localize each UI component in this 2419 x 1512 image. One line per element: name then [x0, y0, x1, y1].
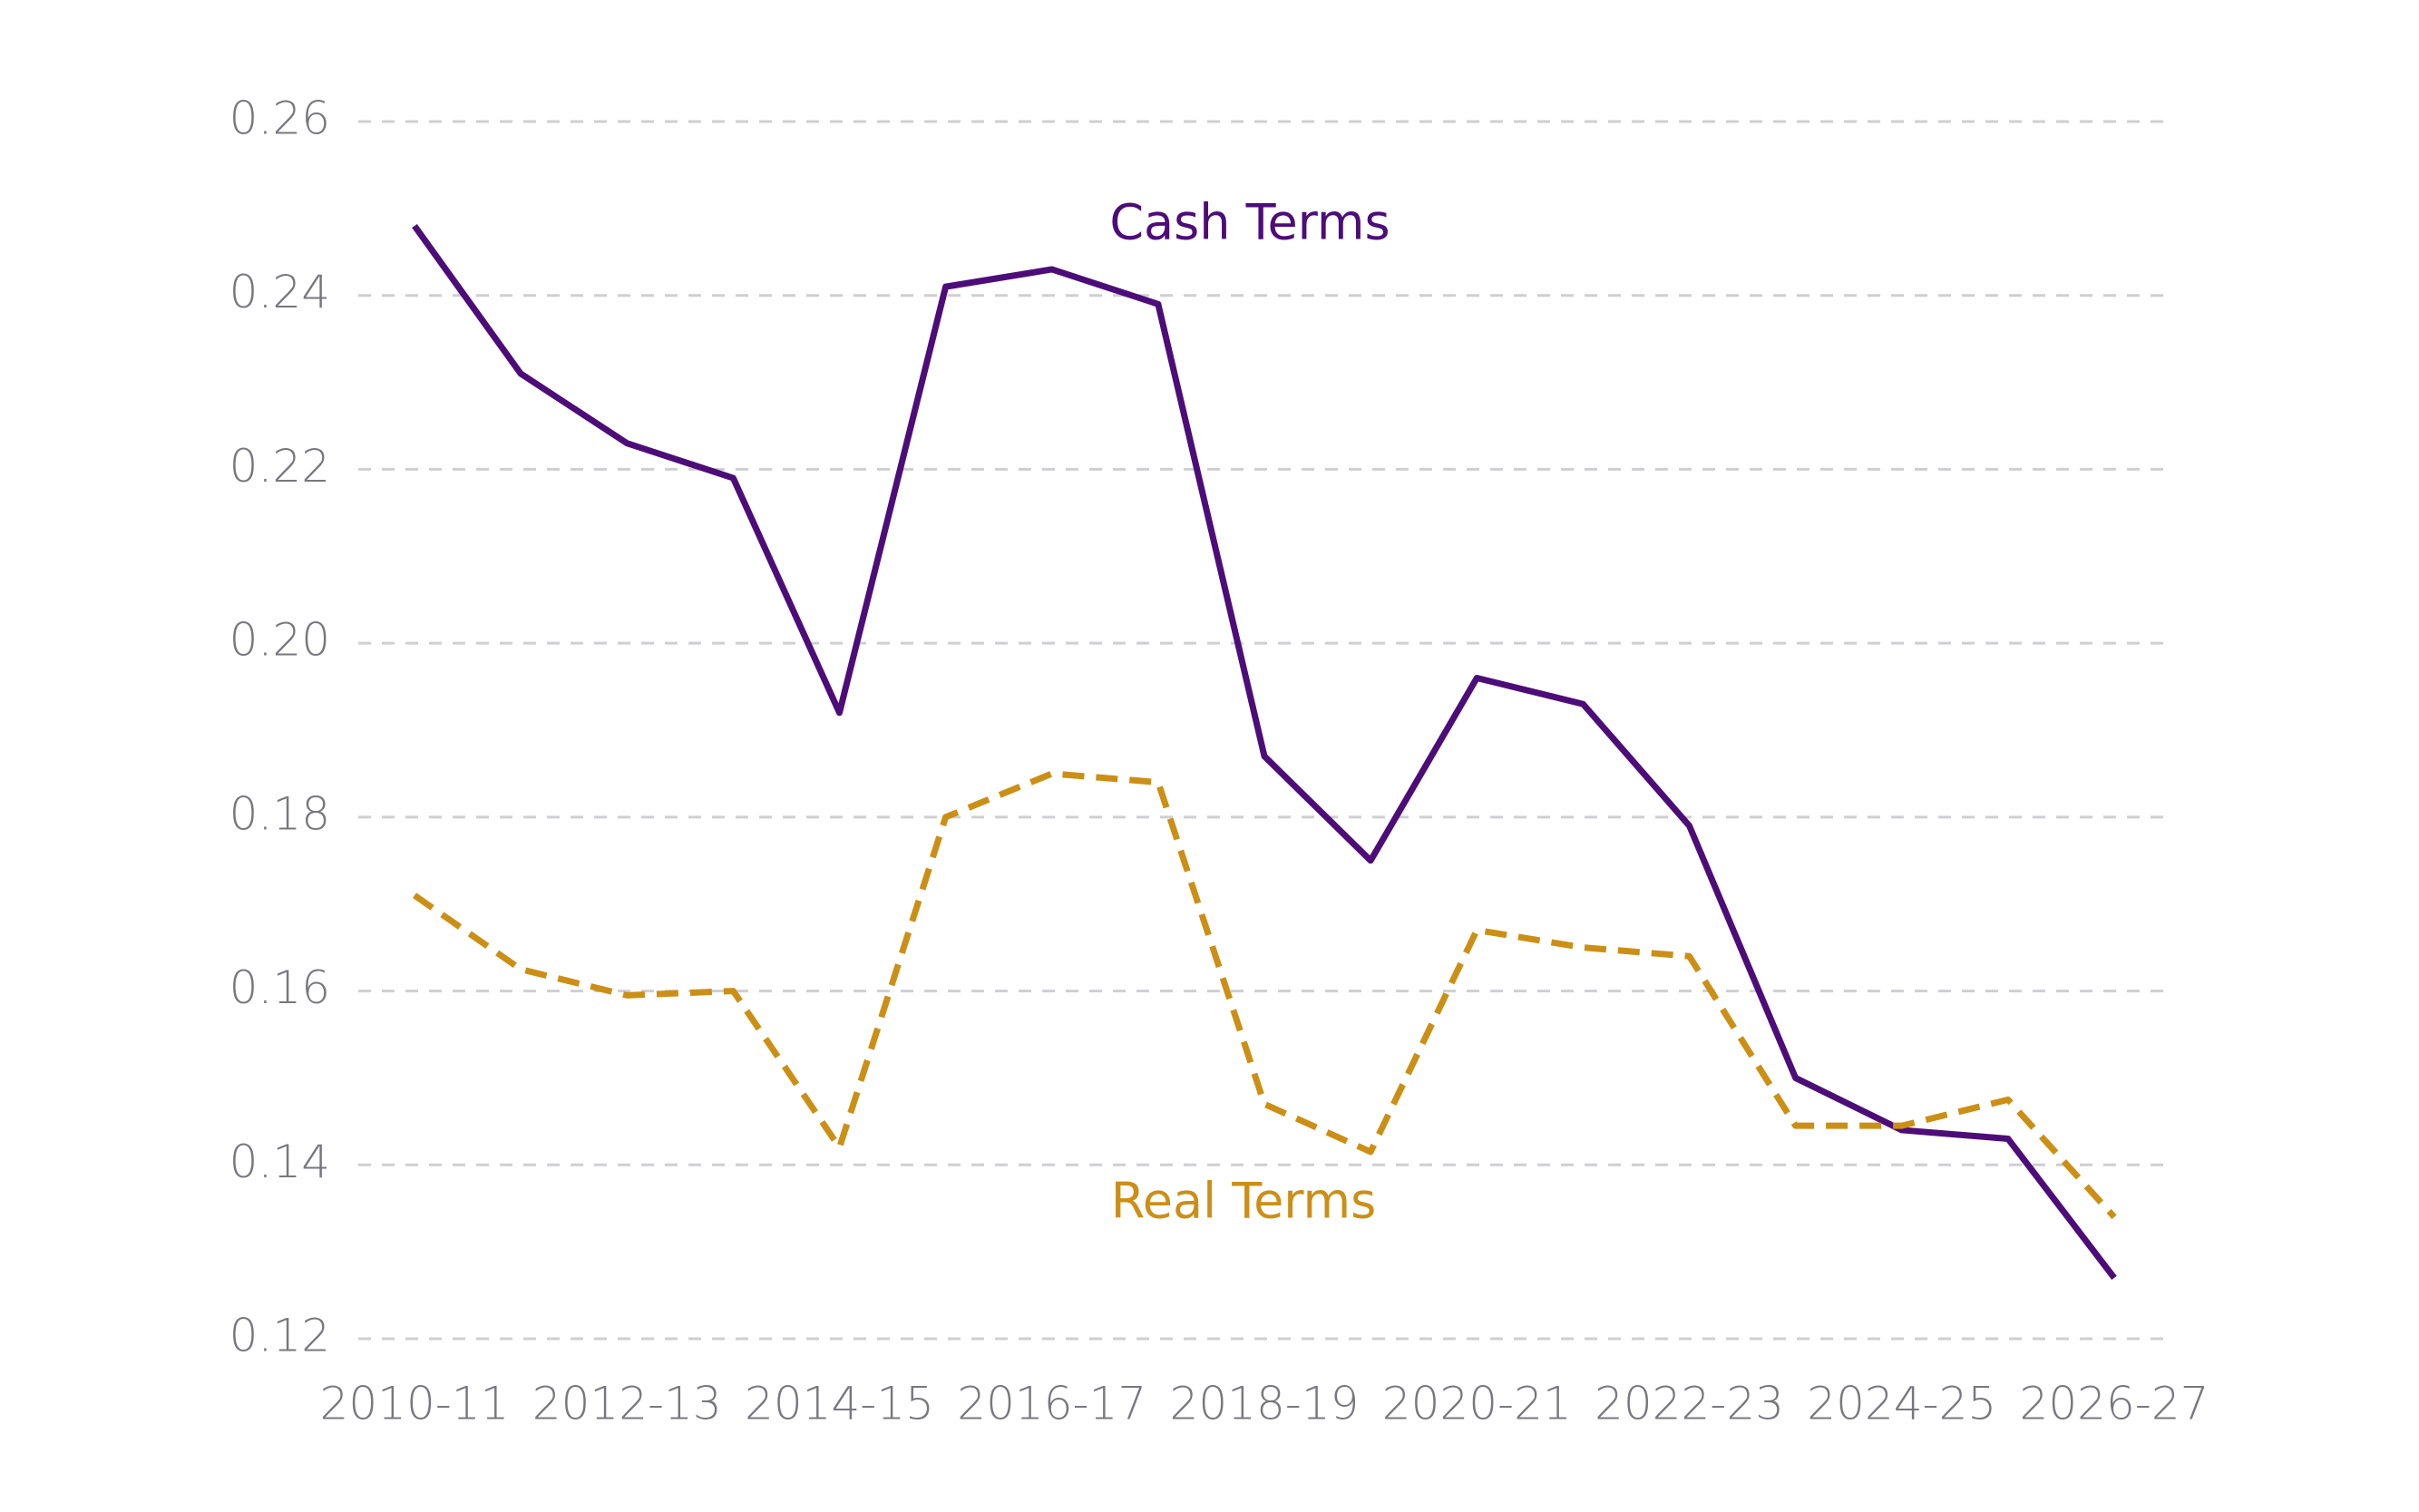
- series-line: [413, 770, 2117, 1220]
- x-tick-label: 2010-11: [320, 1378, 510, 1430]
- x-tick-label: 2026-27: [2020, 1378, 2209, 1430]
- x-tick-label: 2012-13: [532, 1378, 722, 1430]
- y-tick-label: 0.20: [229, 614, 330, 667]
- x-tick-label: 2022-23: [1595, 1378, 1784, 1430]
- x-tick-label: 2024-25: [1807, 1378, 1996, 1430]
- series-line: [412, 223, 2117, 1281]
- x-tick-label: 2018-19: [1170, 1378, 1360, 1430]
- y-tick-label: 0.24: [229, 266, 330, 318]
- x-tick-label: 2020-21: [1382, 1378, 1572, 1430]
- y-tick-label: 0.14: [229, 1136, 330, 1188]
- series-label: Cash Terms: [1109, 194, 1390, 251]
- y-tick-label: 0.16: [229, 961, 330, 1014]
- x-tick-label: 2016-17: [957, 1378, 1146, 1430]
- series-label: Real Terms: [1111, 1173, 1377, 1230]
- y-tick-label: 0.18: [229, 787, 330, 840]
- y-tick-label: 0.12: [229, 1310, 330, 1362]
- y-tick-label: 0.26: [229, 93, 330, 145]
- x-tick-label: 2014-15: [745, 1378, 934, 1430]
- y-tick-label: 0.22: [229, 440, 330, 493]
